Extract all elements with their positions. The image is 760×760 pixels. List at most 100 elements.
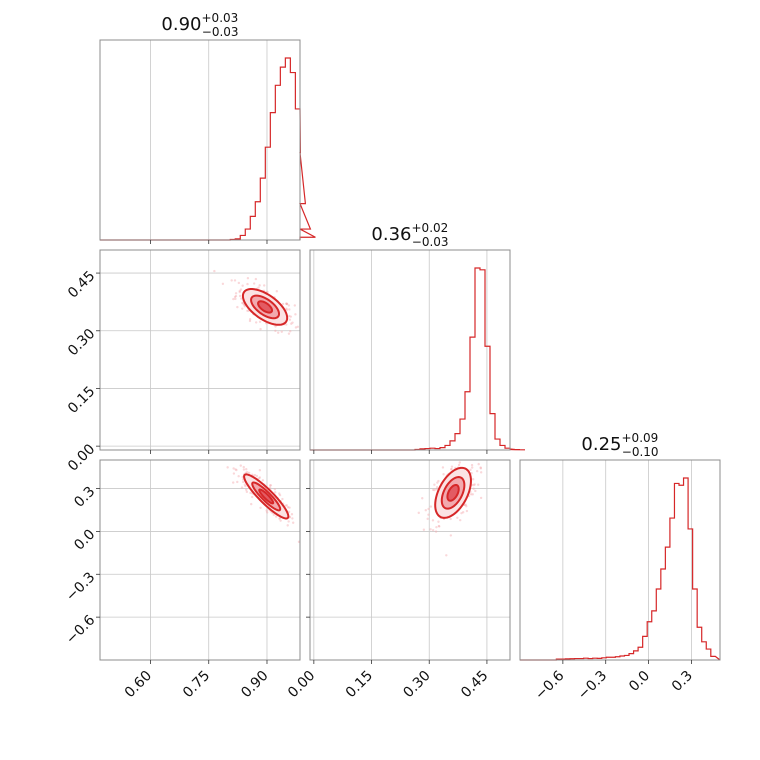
sample-point [442,473,445,476]
sample-point [285,307,288,310]
sample-point [470,466,474,469]
sample-point [275,290,279,293]
sample-point [237,281,241,285]
sample-point [226,466,229,469]
sample-point [258,469,262,472]
sample-point [435,486,439,489]
sample-point [242,465,245,469]
sample-point [285,302,289,306]
sample-point [238,290,241,294]
x-tick-label: 0.90 [238,668,271,701]
title-minus: −0.10 [622,445,659,459]
credible-contour [446,483,460,502]
sample-point [265,509,268,512]
sample-point [472,483,475,487]
sample-point [445,554,448,557]
sample-point [435,488,438,491]
sample-point [239,288,243,291]
sample-point [247,471,251,475]
sample-point [470,463,474,467]
sample-point [296,325,299,328]
sample-point [450,467,453,471]
sample-point [261,479,265,482]
sample-point [297,540,300,544]
sample-point [257,477,261,480]
sample-point [248,318,252,321]
sample-point [241,284,244,287]
sample-point [290,322,293,325]
sample-point [469,493,473,496]
sample-point [232,467,235,470]
sample-point [278,492,281,495]
sample-point [233,295,237,299]
sample-point [263,284,266,287]
x-tick-label: 0.45 [458,668,491,701]
sample-point [294,326,298,329]
sample-point [461,511,465,514]
plot-area [100,250,300,450]
sample-point [259,506,262,509]
sample-point [475,469,479,473]
sample-point [235,468,238,472]
sample-point [236,480,239,484]
param-3-title: 0.25+0.09 −0.10 [581,431,658,459]
sample-point [473,483,476,486]
sample-point [233,279,237,282]
sample-point [242,468,246,471]
x-tick-label: 0.0 [626,668,653,695]
scatter-layer [224,452,300,544]
y-tick-label: 0.30 [65,326,98,359]
sample-point [285,504,288,507]
histogram-panel-param-1: 0.90+0.03 −0.03 [99,11,316,244]
title-minus: −0.03 [412,235,449,249]
y-tick-label: 0.00 [65,441,98,474]
x-tick-label: 0.00 [285,668,318,701]
sample-point [265,511,269,514]
panel-frame [309,459,511,661]
sample-point [232,297,235,301]
sample-point [255,474,259,478]
sample-point [273,488,277,491]
x-tick-label: −0.6 [532,668,567,703]
sample-point [479,496,483,500]
sample-point [449,517,452,521]
x-tick-label: 0.75 [180,668,213,701]
sample-point [246,309,249,312]
sample-point [252,282,256,285]
sample-point [285,302,288,305]
sample-point [474,489,477,493]
sample-point [280,330,283,333]
panel-frame [99,249,301,451]
title-plus: +0.09 [622,431,659,445]
sample-point [250,502,253,506]
sample-point [234,294,238,298]
sample-point [246,282,249,286]
sample-point [241,307,244,310]
x-tick-label: 0.3 [669,668,696,695]
sample-point [242,480,245,484]
scatter-panel-param2-vs-param3 [306,453,511,664]
sample-point [286,506,290,509]
sample-point [450,468,453,471]
sample-point [421,497,424,500]
sample-point [224,452,226,454]
sample-point [479,467,483,470]
sample-point [426,517,429,521]
sample-point [432,488,435,492]
sample-point [290,513,294,516]
sample-point [239,464,242,467]
sample-point [438,525,441,528]
sample-point [427,507,430,511]
y-tick-label: 0.3 [71,484,98,511]
sample-point [248,319,252,323]
sample-point [232,472,236,475]
scatter-panel-param1-vs-param2 [96,249,301,454]
sample-point [477,462,480,466]
x-tick-label: 0.60 [122,668,155,701]
sample-point [471,478,475,481]
sample-point [459,453,461,455]
sample-point [437,520,440,523]
sample-point [471,453,473,455]
y-tick-label: 0.15 [65,384,98,417]
sample-point [274,491,277,494]
